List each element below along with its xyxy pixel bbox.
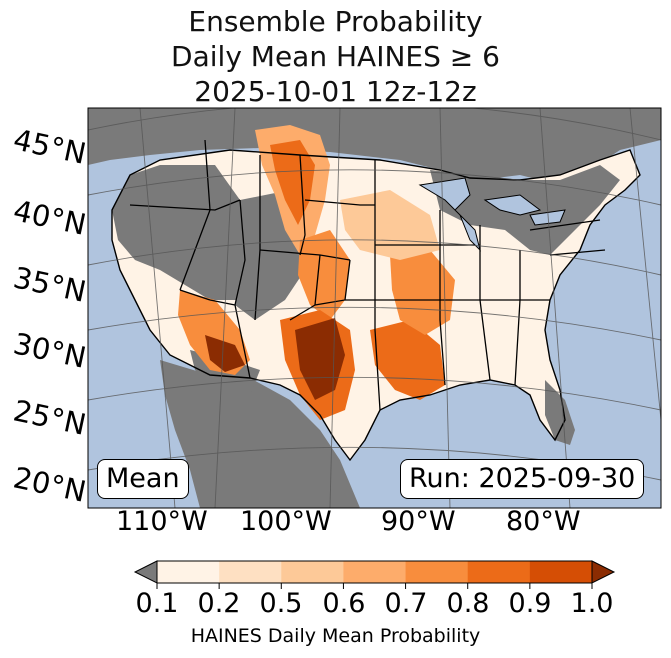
lon-label-110: 110°W: [116, 506, 208, 537]
colorbar-under-arrow: [133, 560, 158, 584]
mean-label: Mean: [97, 459, 189, 499]
prob-louisiana: [370, 320, 445, 400]
colorbar: [133, 560, 616, 589]
colorbar-tick-7: 1.0: [570, 588, 614, 619]
prob-arkansas: [390, 250, 455, 335]
colorbar-tick-4: 0.7: [384, 588, 428, 619]
prob-texas-core: [295, 318, 345, 400]
prob-midwest-light: [340, 190, 440, 260]
colorbar-segment-6: [529, 561, 593, 583]
colorbar-tick-1: 0.2: [197, 588, 241, 619]
great-lakes: [418, 177, 566, 252]
colorbar-tick-5: 0.8: [446, 588, 490, 619]
colorbar-tick-3: 0.6: [322, 588, 366, 619]
colorbar-over-arrow: [591, 560, 616, 584]
mexico-land: [160, 360, 360, 508]
title-line-2: Daily Mean HAINES ≥ 6: [171, 40, 500, 73]
colorbar-segment-0: [157, 561, 220, 583]
lon-label-100: 100°W: [240, 506, 332, 537]
run-date-label: Run: 2025-09-30: [400, 459, 645, 499]
prob-southwest-core: [205, 335, 245, 372]
colorbar-tick-2: 0.5: [259, 588, 303, 619]
colorbar-segment-4: [405, 561, 469, 583]
lon-label-80: 80°W: [506, 506, 581, 537]
title-line-1: Ensemble Probability: [188, 5, 483, 38]
colorbar-segment-2: [281, 561, 344, 583]
lon-label-90: 90°W: [381, 506, 456, 537]
title-line-3: 2025-10-01 12z-12z: [194, 75, 477, 108]
prob-central-plains: [298, 230, 350, 320]
colorbar-tick-0: 0.1: [135, 588, 179, 619]
colorbar-tick-6: 0.9: [508, 588, 552, 619]
colorbar-segment-3: [343, 561, 407, 583]
nodata-west: [112, 165, 250, 300]
nodata-florida: [545, 380, 575, 445]
us-outline: [111, 149, 641, 462]
canada-land: [88, 108, 661, 185]
colorbar-segment-1: [219, 561, 282, 583]
colorbar-label: HAINES Daily Mean Probability: [190, 625, 481, 647]
prob-north-plains-core: [270, 140, 315, 225]
graticule: [88, 108, 661, 508]
colorbar-segment-5: [467, 561, 531, 583]
colorbar-frame: [156, 560, 593, 584]
map-frame: [87, 107, 662, 509]
